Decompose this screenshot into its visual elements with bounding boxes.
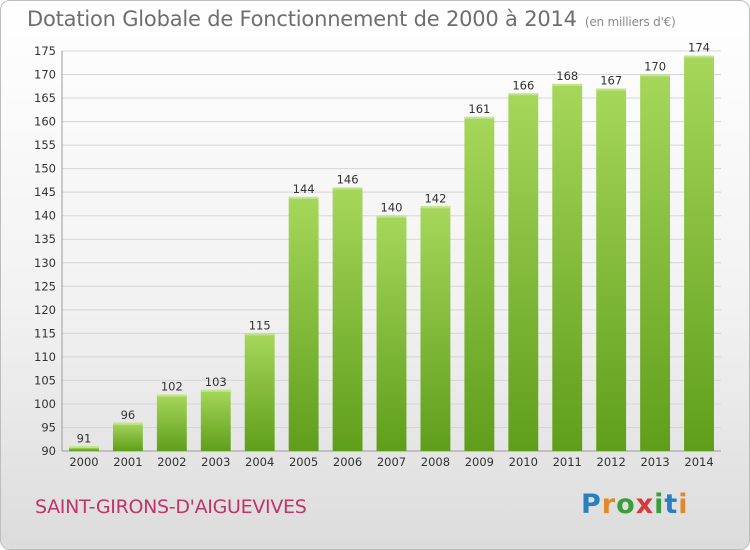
brand-letter: o	[616, 489, 636, 520]
bar	[464, 116, 495, 451]
bar-highlight	[376, 215, 407, 218]
bar	[69, 446, 99, 451]
proxiti-logo[interactable]: Proxiti	[581, 489, 689, 520]
bar	[244, 333, 275, 451]
y-tick-label: 135	[34, 232, 56, 246]
bars	[69, 55, 714, 452]
y-tick-label: 95	[41, 420, 56, 434]
data-label: 103	[205, 375, 227, 389]
data-label: 168	[556, 69, 578, 83]
bar-highlight	[156, 394, 187, 397]
y-tick-label: 90	[41, 444, 56, 458]
chart-unit: (en milliers d'€)	[584, 15, 676, 29]
bar-highlight	[112, 422, 143, 425]
y-tick-label: 175	[34, 44, 56, 58]
bar	[420, 206, 451, 451]
bar	[200, 389, 231, 451]
brand-letter: P	[581, 489, 602, 520]
y-tick-label: 155	[34, 138, 56, 152]
data-label: 140	[381, 201, 403, 215]
data-label: 161	[468, 102, 490, 116]
bar-highlight	[420, 206, 451, 209]
x-tick-label: 2004	[245, 455, 274, 469]
bar-highlight	[288, 196, 319, 199]
x-tick-label: 2005	[289, 455, 318, 469]
x-tick-label: 2010	[509, 455, 538, 469]
bar	[596, 88, 627, 451]
y-tick-label: 150	[34, 162, 56, 176]
x-tick-label: 2013	[640, 455, 669, 469]
bar	[332, 187, 363, 451]
data-label: 102	[161, 380, 183, 394]
data-label: 166	[512, 78, 534, 92]
y-tick-label: 145	[34, 185, 56, 199]
y-tick-label: 140	[34, 209, 56, 223]
x-tick-label: 2008	[421, 455, 450, 469]
bar	[552, 83, 583, 452]
bar	[640, 74, 671, 451]
bar	[508, 93, 539, 452]
commune-name: SAINT-GIRONS-D'AIGUEVIVES	[35, 496, 307, 518]
x-tick-label: 2012	[597, 455, 626, 469]
data-label: 91	[77, 431, 92, 445]
data-label: 170	[644, 60, 666, 74]
bar-highlight	[640, 74, 671, 77]
bar-highlight	[552, 83, 583, 86]
bar-highlight	[684, 55, 714, 58]
chart-title-text: Dotation Globale de Fonctionnement de 20…	[27, 7, 577, 31]
y-tick-label: 160	[34, 115, 56, 129]
x-tick-label: 2011	[553, 455, 582, 469]
data-label: 174	[688, 41, 710, 55]
y-tick-label: 170	[34, 68, 56, 82]
data-label: 146	[337, 172, 359, 186]
bar-highlight	[596, 88, 627, 91]
bar-highlight	[244, 333, 275, 336]
bar	[684, 55, 714, 452]
brand-letter: r	[601, 489, 617, 520]
data-label: 96	[121, 408, 136, 422]
x-tick-label: 2009	[465, 455, 494, 469]
data-labels: 91 96 102 103 115 144 146 140 142 161 166 168 167 170…	[77, 41, 710, 446]
x-tick-label: 2001	[113, 455, 142, 469]
bar	[156, 394, 187, 451]
y-tick-label: 105	[34, 373, 56, 387]
bar	[288, 196, 319, 451]
x-tick-label: 2006	[333, 455, 362, 469]
y-tick-label: 130	[34, 256, 56, 270]
bar-highlight	[69, 446, 99, 449]
x-tick-label: 2014	[684, 455, 713, 469]
data-label: 167	[600, 74, 622, 88]
axes: 90 95 100 105 110 115 120 125 130 135 140 145 150 155…	[34, 44, 721, 469]
x-tick-label: 2003	[201, 455, 230, 469]
x-tick-label: 2000	[69, 455, 98, 469]
y-tick-label: 115	[34, 326, 56, 340]
data-label: 115	[249, 318, 271, 332]
y-tick-label: 125	[34, 279, 56, 293]
bar-highlight	[508, 93, 539, 96]
x-tick-label: 2002	[157, 455, 186, 469]
bar-highlight	[332, 187, 363, 190]
x-tick-label: 2007	[377, 455, 406, 469]
data-label: 142	[424, 191, 446, 205]
data-label: 144	[293, 182, 315, 196]
y-tick-label: 110	[34, 350, 56, 364]
brand-letter: x	[635, 489, 655, 520]
brand-letter: i	[678, 489, 689, 520]
bar	[112, 422, 143, 451]
bar-highlight	[200, 389, 231, 392]
chart-title: Dotation Globale de Fonctionnement de 20…	[27, 7, 676, 31]
y-tick-label: 165	[34, 91, 56, 105]
brand-letter: t	[664, 489, 679, 520]
bar-highlight	[464, 116, 495, 119]
y-tick-label: 100	[34, 397, 56, 411]
brand-letter: i	[654, 489, 665, 520]
y-tick-label: 120	[34, 303, 56, 317]
bar	[376, 215, 407, 451]
